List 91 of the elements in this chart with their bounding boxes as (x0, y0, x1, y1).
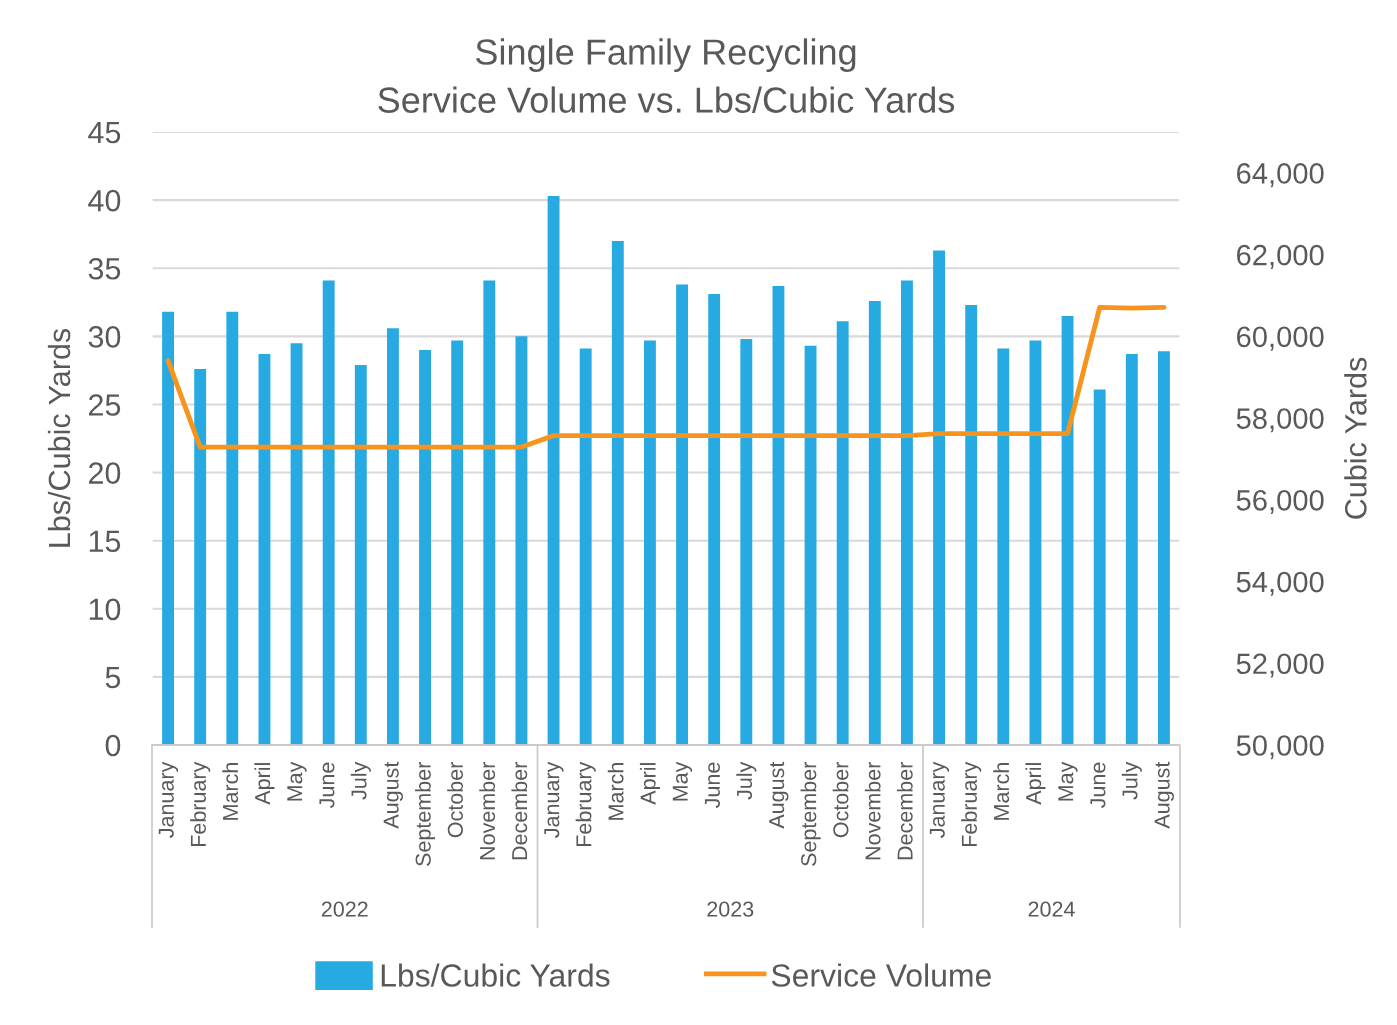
bar (772, 285, 785, 745)
x-tick-label: February (961, 761, 982, 847)
bar (933, 250, 946, 745)
bar (162, 311, 175, 745)
bar (740, 339, 753, 745)
bar (322, 280, 335, 745)
bar (451, 340, 464, 745)
bar (1029, 340, 1042, 745)
x-tick-label: May (672, 761, 693, 801)
y2-tick-label: 50,000 (1236, 735, 1324, 760)
y-tick-label: 35 (88, 257, 121, 280)
bar (258, 354, 271, 745)
x-tick-label: January (544, 761, 564, 838)
legend-label: Lbs/Cubic Yards (381, 963, 610, 987)
x-tick-label: November (864, 762, 881, 860)
x-tick-label: June (1090, 762, 1106, 809)
x-tick-label: May (287, 761, 307, 801)
legend-label: Service Volume (771, 963, 991, 987)
text: 2023 (707, 901, 754, 917)
y2-tick-label: 58,000 (1236, 408, 1324, 433)
x-tick-label: July (1121, 761, 1142, 800)
y-tick-label: 15 (89, 530, 121, 553)
bar (708, 294, 721, 745)
y-tick-label: 25 (89, 394, 121, 416)
y2-tick-label: 52,000 (1236, 653, 1324, 678)
bar (1093, 389, 1106, 745)
y2-tick-label: 56,000 (1236, 490, 1324, 515)
bar (1157, 351, 1170, 745)
x-tick-label: January (929, 761, 950, 838)
bar (1125, 354, 1138, 745)
x-tick-label: September (800, 762, 821, 866)
bar (868, 300, 881, 745)
x-tick-label: July (350, 761, 371, 800)
x-tick-label: July (736, 761, 757, 800)
x-tick-label: September (415, 762, 436, 866)
bar (226, 311, 239, 745)
bar (643, 340, 656, 745)
x-tick-label: October (832, 762, 849, 838)
line-series (165, 304, 1167, 450)
y-tick-label: 30 (88, 326, 121, 348)
bar (547, 196, 560, 745)
bar (354, 364, 367, 745)
y2-tick-label: 54,000 (1236, 571, 1324, 596)
x-tick-label: October (447, 762, 463, 838)
bar (579, 348, 592, 745)
x-tick-label: August (383, 761, 403, 829)
y-tick-label: 5 (105, 666, 121, 689)
y-tick-label: 0 (105, 734, 121, 757)
x-tick-label: February (190, 761, 211, 847)
x-tick-label: March (222, 763, 239, 820)
y-tick-label: 40 (88, 189, 121, 212)
x-tick-label: June (319, 762, 335, 809)
x-tick-label: January (158, 761, 179, 838)
y2-tick-label: 60,000 (1237, 326, 1324, 351)
x-tick-label: June (704, 762, 720, 809)
text: 2022 (321, 901, 368, 917)
bar (611, 240, 624, 745)
bar (194, 369, 207, 745)
y-axis-title: Lbs/Cubic Yards (47, 328, 71, 547)
chart-title: Single Family Recycling Service Volume vs. Lbs/Cubic Yards (378, 38, 955, 113)
x-tick-label: April (639, 763, 660, 805)
y-tick-label: 45 (88, 122, 121, 144)
bar (515, 336, 528, 745)
x-tick-label: November (479, 762, 496, 860)
x-tick-label: December (896, 762, 913, 860)
bar (676, 284, 689, 745)
bar (386, 328, 399, 745)
x-tick-label: February (575, 761, 596, 847)
y2-tick-label: 64,000 (1237, 163, 1324, 188)
x-tick-label: August (769, 761, 789, 829)
y-tick-label: 20 (89, 462, 121, 484)
x-tick-label: April (1025, 763, 1046, 805)
text: 2024 (1028, 901, 1075, 917)
y2-axis-title: Cubic Yards (1344, 357, 1367, 519)
bar (290, 343, 303, 745)
bar (483, 280, 496, 745)
bar (997, 348, 1010, 745)
bar (965, 305, 978, 745)
bar (836, 321, 849, 745)
bar (419, 349, 432, 745)
bar (900, 280, 913, 745)
x-tick-label: April (254, 763, 275, 805)
x-tick-label: March (993, 763, 1010, 820)
y-tick-label: 10 (89, 598, 121, 621)
bar (1061, 315, 1074, 745)
bar (804, 345, 817, 745)
x-tick-label: December (511, 762, 528, 860)
x-tick-label: May (1058, 761, 1078, 801)
x-tick-label: March (607, 763, 624, 820)
y2-tick-label: 62,000 (1237, 244, 1324, 269)
x-tick-label: August (1154, 761, 1174, 829)
